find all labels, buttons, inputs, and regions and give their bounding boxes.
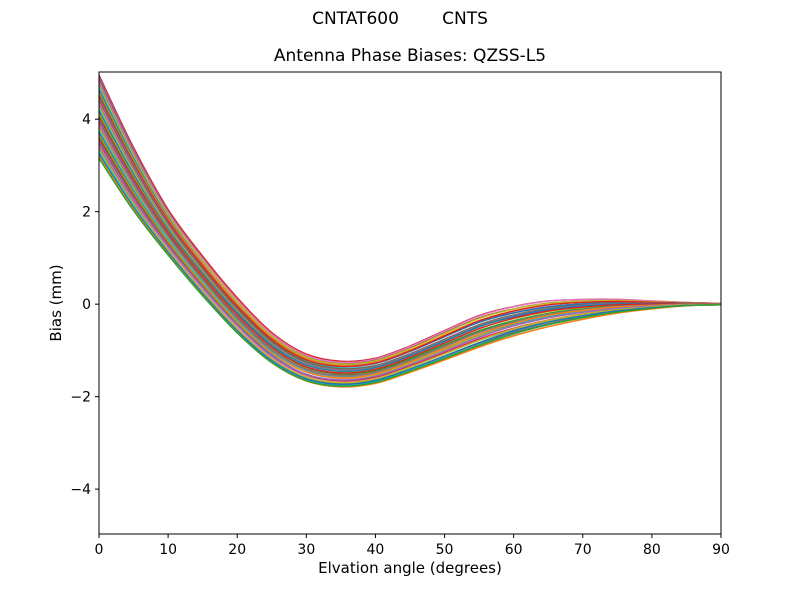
curve-line <box>98 81 722 364</box>
curve-line <box>98 98 722 371</box>
curve-line <box>98 108 722 375</box>
curve-line <box>98 106 722 373</box>
curve-line <box>98 83 722 367</box>
curve-line <box>98 76 722 366</box>
curve-line <box>98 79 722 364</box>
x-tick-label: 30 <box>297 542 315 558</box>
y-axis-label: Bias (mm) <box>47 264 65 342</box>
curve-line <box>98 140 722 381</box>
x-tick-label: 0 <box>95 542 104 558</box>
x-tick-label: 90 <box>712 542 730 558</box>
y-tick-label: 2 <box>82 205 91 221</box>
axes-spines <box>98 71 722 535</box>
curve-line <box>98 153 722 386</box>
curve-line <box>98 93 722 370</box>
curve-line <box>98 91 722 367</box>
curve-line <box>98 89 722 368</box>
x-tick-label: 10 <box>159 542 177 558</box>
x-tick-label: 20 <box>228 542 246 558</box>
curve-line <box>98 102 722 373</box>
y-tick-label: −4 <box>70 482 91 498</box>
curve-line <box>98 149 722 384</box>
curve-line <box>98 100 722 370</box>
curve-line <box>98 74 722 363</box>
x-tick-label: 50 <box>436 542 454 558</box>
curve-line <box>98 111 722 372</box>
axes-title: Antenna Phase Biases: QZSS-L5 <box>273 46 547 66</box>
curve-line <box>98 117 722 374</box>
curve-line <box>98 87 722 369</box>
curve-line <box>98 158 722 387</box>
x-tick-label: 60 <box>505 542 523 558</box>
curve-line <box>98 96 722 368</box>
curve-line <box>98 134 722 379</box>
y-tick-label: 0 <box>82 297 91 313</box>
x-tick-label: 80 <box>643 542 661 558</box>
curve-line <box>98 104 722 371</box>
y-tick-label: 4 <box>82 112 91 128</box>
x-tick-label: 70 <box>574 542 592 558</box>
y-tick-label: −2 <box>70 390 91 406</box>
figure-suptitle: CNTAT600 CNTS <box>312 9 488 29</box>
x-tick-label: 40 <box>367 542 385 558</box>
x-axis-label: Elvation angle (degrees) <box>318 559 502 577</box>
curve-line <box>98 85 722 365</box>
